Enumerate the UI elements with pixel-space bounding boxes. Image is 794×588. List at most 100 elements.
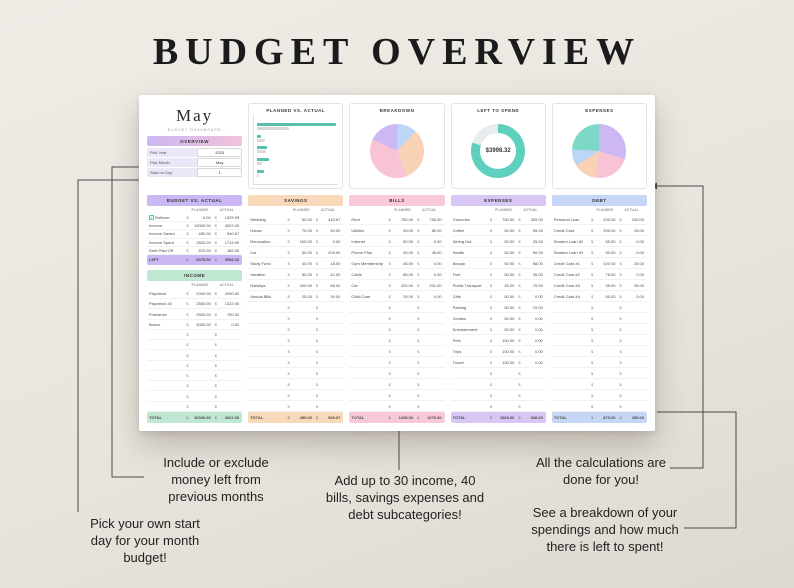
table-row[interactable]: $ $ [248,346,344,357]
table-row[interactable]: $ $ [450,390,546,401]
table-row[interactable]: Freelance $2500.00 $700.00 [147,309,243,320]
table-row[interactable]: $ $ [147,330,243,341]
table-row[interactable]: LEFT $6075.00 $3998.32 [147,254,243,265]
table-row[interactable]: Dining Out $50.00 $25.00 [450,236,546,247]
table-row[interactable]: $ $ [551,335,647,346]
table-row[interactable]: Car $200.00 $201.00 [349,280,445,291]
table-row[interactable]: Gym Membership $45.00 $0.00 [349,258,445,269]
table-row[interactable]: Internet $50.00 $0.00 [349,236,445,247]
pick-month-input[interactable]: May [197,157,243,167]
table-row[interactable]: $ $ [147,350,243,361]
table-row[interactable]: Paycheck #2 $2500.00 $1322.00 [147,299,243,310]
table-row[interactable]: Annual Bills $25.00 $30.00 [248,291,344,302]
table-row[interactable]: $ $ [551,368,647,379]
planned-cell: $100.00 [287,282,312,288]
table-row[interactable]: Vacation $50.00 $42.00 [248,269,344,280]
table-row[interactable]: Paycheck $2000.00 $2000.00 [147,289,243,300]
table-row[interactable]: $ $ [147,340,243,351]
table-row[interactable]: $ $ [147,361,243,371]
table-row[interactable]: Beauty $50.00 $88.00 [450,258,546,269]
table-row[interactable]: $ $ [349,357,445,368]
pick-year-input[interactable]: 2023 [197,147,243,157]
table-row[interactable]: Parking $50.00 $10.00 [450,302,546,313]
table-row[interactable]: $ $ [349,346,445,357]
table-row[interactable]: $ $ [349,324,445,335]
table-row[interactable]: Student Loan #3 $50.00 $0.00 [551,247,647,258]
table-row[interactable]: Phone Plan $45.00 $45.00 [349,247,445,258]
table-row[interactable]: $ $ [147,381,243,392]
table-row[interactable]: $ $ [349,401,445,412]
table-row[interactable]: $ $ [248,357,344,368]
table-row[interactable]: Fuel $50.00 $35.00 [450,269,546,280]
table-row[interactable]: $ $ [551,357,647,368]
table-row[interactable]: $ $ [248,401,344,412]
table-row[interactable]: Wedding $50.00 $440.67 [248,214,344,225]
table-row[interactable]: $ $ [450,368,546,379]
table-row[interactable]: $ $ [349,390,445,401]
table-row[interactable]: $ $ [349,368,445,379]
table-row[interactable]: Bonus $3000.00 $0.00 [147,320,243,330]
start-on-day-input[interactable]: 1 [197,167,243,177]
table-row[interactable]: Entertainment $50.00 $0.00 [450,324,546,335]
table-row[interactable]: Credit Card #3 $95.00 $35.00 [551,280,647,291]
table-row[interactable]: House $75.00 $50.00 [248,225,344,236]
table-row[interactable]: Credit Card #4 $50.00 $0.00 [551,291,647,302]
table-row[interactable]: $ $ [248,313,344,324]
table-row[interactable]: $ $ [551,390,647,401]
table-row[interactable]: $ $ [551,346,647,357]
table-row[interactable]: ✓ Rollover $0.00 $1325.99 [147,214,243,223]
table-row[interactable]: Groceries $750.00 $305.00 [450,214,546,225]
table-row[interactable]: Student Loan #2 $50.00 $0.00 [551,236,647,247]
month-name: May [176,106,214,125]
table-row[interactable]: Gifts $50.00 $0.00 [450,291,546,302]
table-row[interactable]: $ $ [551,302,647,313]
table-row[interactable]: $ $ [147,371,243,382]
total-actual-cell: $1076.00 [417,415,442,420]
table-row[interactable]: Credit Card #2 $75.00 $0.00 [551,269,647,280]
table-row[interactable]: Travel $100.00 $0.00 [450,357,546,368]
table-row[interactable]: $ $ [551,379,647,390]
table-row[interactable]: $ $ [450,401,546,412]
table-row[interactable]: $ $ [147,391,243,402]
table-row[interactable]: $ $ [349,313,445,324]
row-label: Freelance [149,311,167,317]
table-row[interactable]: Utilities $95.00 $80.00 [349,225,445,236]
table-row[interactable]: $ $ [349,302,445,313]
table-row[interactable]: $ $ [551,401,647,412]
table-row[interactable]: Credit Card #1 $100.00 $25.00 [551,258,647,269]
table-row[interactable]: $ $ [349,379,445,390]
table-row[interactable]: $ $ [551,313,647,324]
table-row[interactable]: Car $50.00 $294.00 [248,247,344,258]
table-row[interactable]: Cable $85.00 $0.00 [349,269,445,280]
table-row[interactable]: Trips $100.00 $0.00 [450,346,546,357]
table-row[interactable]: Child Care $25.00 $0.00 [349,291,445,302]
table-row[interactable]: Income Spent $2820.00 $1714.00 [147,239,243,247]
table-row[interactable]: Public Transport $25.00 $70.00 [450,280,546,291]
table-row[interactable]: $ $ [248,379,344,390]
table-row[interactable]: $ $ [248,302,344,313]
table-row[interactable]: Personal Loan $200.00 $100.00 [551,214,647,225]
table-row[interactable]: Coffee $50.00 $55.00 [450,225,546,236]
table-row[interactable]: Renovation $100.00 $0.00 [248,236,344,247]
table-row[interactable]: Health $50.00 $50.00 [450,247,546,258]
table-row[interactable]: Credit Card $250.00 $25.00 [551,225,647,236]
table-row[interactable]: Study Fund $40.00 $18.00 [248,258,344,269]
table-row[interactable]: Pets $100.00 $0.00 [450,335,546,346]
currency-symbol: $ [287,249,290,255]
table-row[interactable]: $ $ [248,368,344,379]
table-row[interactable]: Clothes $50.00 $0.00 [450,313,546,324]
rollover-checkbox[interactable]: ✓ [149,215,154,220]
planned-cell: $100.00 [489,337,515,343]
table-row[interactable]: $ $ [248,324,344,335]
table-row[interactable]: Rent $750.00 $750.00 [349,214,445,225]
table-row[interactable]: $ $ [248,390,344,401]
table-row[interactable]: Debt Paid Off $870.00 $185.00 [147,247,243,255]
table-row[interactable]: $ $ [248,335,344,346]
table-row[interactable]: $ $ [349,335,445,346]
table-row[interactable]: $ $ [450,379,546,390]
table-row[interactable]: Income Saved $490.00 $940.67 [147,230,243,239]
table-row[interactable]: Holidays $100.00 $66.00 [248,280,344,291]
table-row[interactable]: $ $ [551,324,647,335]
table-row[interactable]: Income $10000.00 $4022.00 [147,222,243,231]
table-row[interactable]: $ $ [147,402,243,412]
